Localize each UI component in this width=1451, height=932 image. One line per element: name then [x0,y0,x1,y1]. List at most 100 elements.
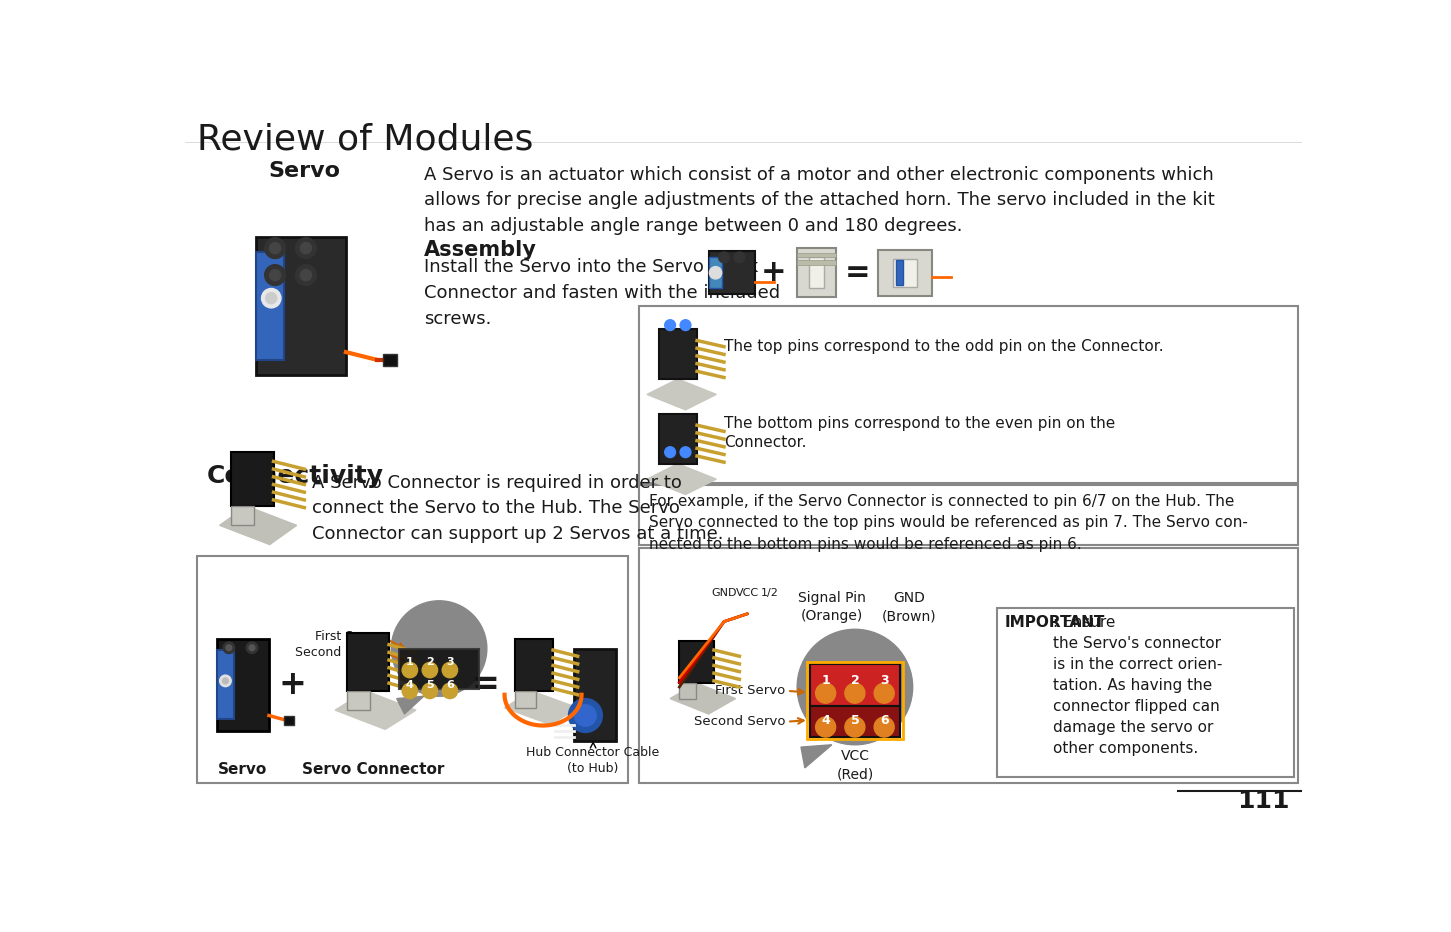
Circle shape [261,289,281,308]
Bar [878,250,932,295]
Bar [797,260,836,265]
Circle shape [392,601,488,696]
Text: First Servo: First Servo [715,684,785,697]
Circle shape [296,238,316,258]
Polygon shape [801,745,831,768]
Bar [810,706,900,737]
Circle shape [797,629,913,745]
Text: Install the Servo into the Servo Block
Connector and fasten with the included
sc: Install the Servo into the Servo Block C… [424,258,779,327]
Circle shape [681,320,691,331]
Bar [284,716,293,725]
Bar [659,329,696,379]
Circle shape [874,683,894,704]
Text: 3: 3 [879,675,888,688]
Text: +: + [762,258,786,287]
Bar [708,252,755,295]
Bar [383,353,396,366]
Bar [515,638,553,691]
Text: 1/2: 1/2 [762,588,779,598]
Circle shape [422,683,438,699]
Circle shape [815,683,836,704]
Circle shape [270,242,280,254]
Circle shape [247,642,258,653]
Circle shape [681,446,691,458]
Bar [810,664,900,706]
Circle shape [844,683,865,704]
Bar [218,638,268,731]
Circle shape [300,269,312,281]
Circle shape [250,645,255,651]
Polygon shape [647,379,717,410]
Text: A Servo Connector is required in order to
connect the Servo to the Hub. The Serv: A Servo Connector is required in order t… [312,473,724,543]
Bar [640,306,1299,483]
Bar [255,252,283,360]
Bar [797,253,836,257]
Text: Servo Connector: Servo Connector [302,762,445,777]
Polygon shape [505,691,577,725]
Text: 5: 5 [427,680,434,691]
Circle shape [402,683,418,699]
Bar [347,691,370,710]
Bar [807,663,903,739]
Text: 2: 2 [427,657,434,667]
Circle shape [402,663,418,678]
Bar [640,548,1299,783]
Circle shape [844,717,865,737]
Bar [231,452,274,506]
Bar [659,414,696,464]
Bar [808,257,824,288]
Bar [231,506,254,526]
Bar [399,649,479,689]
Circle shape [300,242,312,254]
Circle shape [219,675,231,687]
Polygon shape [335,691,416,730]
Text: A Servo is an actuator which consist of a motor and other electronic components : A Servo is an actuator which consist of … [424,166,1214,235]
Circle shape [226,645,232,651]
Bar [347,633,389,691]
Text: 6: 6 [879,714,888,727]
Text: Second Servo: Second Servo [295,646,382,659]
Circle shape [270,269,280,281]
Polygon shape [219,506,296,544]
Circle shape [296,265,316,285]
Bar [708,257,723,288]
Text: VCC
(Red): VCC (Red) [836,748,874,781]
Text: For example, if the Servo Connector is connected to pin 6/7 on the Hub. The
Serv: For example, if the Servo Connector is c… [649,494,1248,552]
Circle shape [264,265,286,285]
Circle shape [443,683,457,699]
Text: 6: 6 [445,680,454,691]
Bar [679,683,696,699]
Text: IMPORTANT: IMPORTANT [1006,615,1106,630]
Polygon shape [670,683,736,714]
Text: The top pins correspond to the odd pin on the Connector.: The top pins correspond to the odd pin o… [724,339,1164,354]
Circle shape [569,699,602,733]
Text: =: = [472,668,499,701]
Bar [218,651,234,720]
Text: Second Servo: Second Servo [694,715,785,728]
Bar [895,260,904,285]
Text: 1: 1 [821,675,830,688]
Text: 2: 2 [850,675,859,688]
Text: Servo: Servo [268,161,341,181]
Text: GND
(Brown): GND (Brown) [882,591,936,624]
Circle shape [874,717,894,737]
Text: 1: 1 [406,657,414,667]
Text: VCC: VCC [736,588,759,598]
Bar [679,641,714,683]
Circle shape [264,238,286,258]
Text: 111: 111 [1238,788,1290,813]
Text: : Ensure
the Servo's connector
is in the correct orien-
tation. As having the
co: : Ensure the Servo's connector is in the… [1053,615,1222,757]
Circle shape [223,642,235,653]
Circle shape [718,252,730,263]
Bar [894,259,917,287]
Polygon shape [647,464,717,495]
Text: The bottom pins correspond to the even pin on the
Connector.: The bottom pins correspond to the even p… [724,416,1116,450]
Circle shape [665,446,676,458]
Text: Review of Modules: Review of Modules [196,123,533,157]
Bar [640,485,1299,544]
Bar [573,649,617,741]
Text: 3: 3 [445,657,454,667]
Circle shape [815,717,836,737]
Circle shape [443,663,457,678]
Bar [196,556,628,783]
